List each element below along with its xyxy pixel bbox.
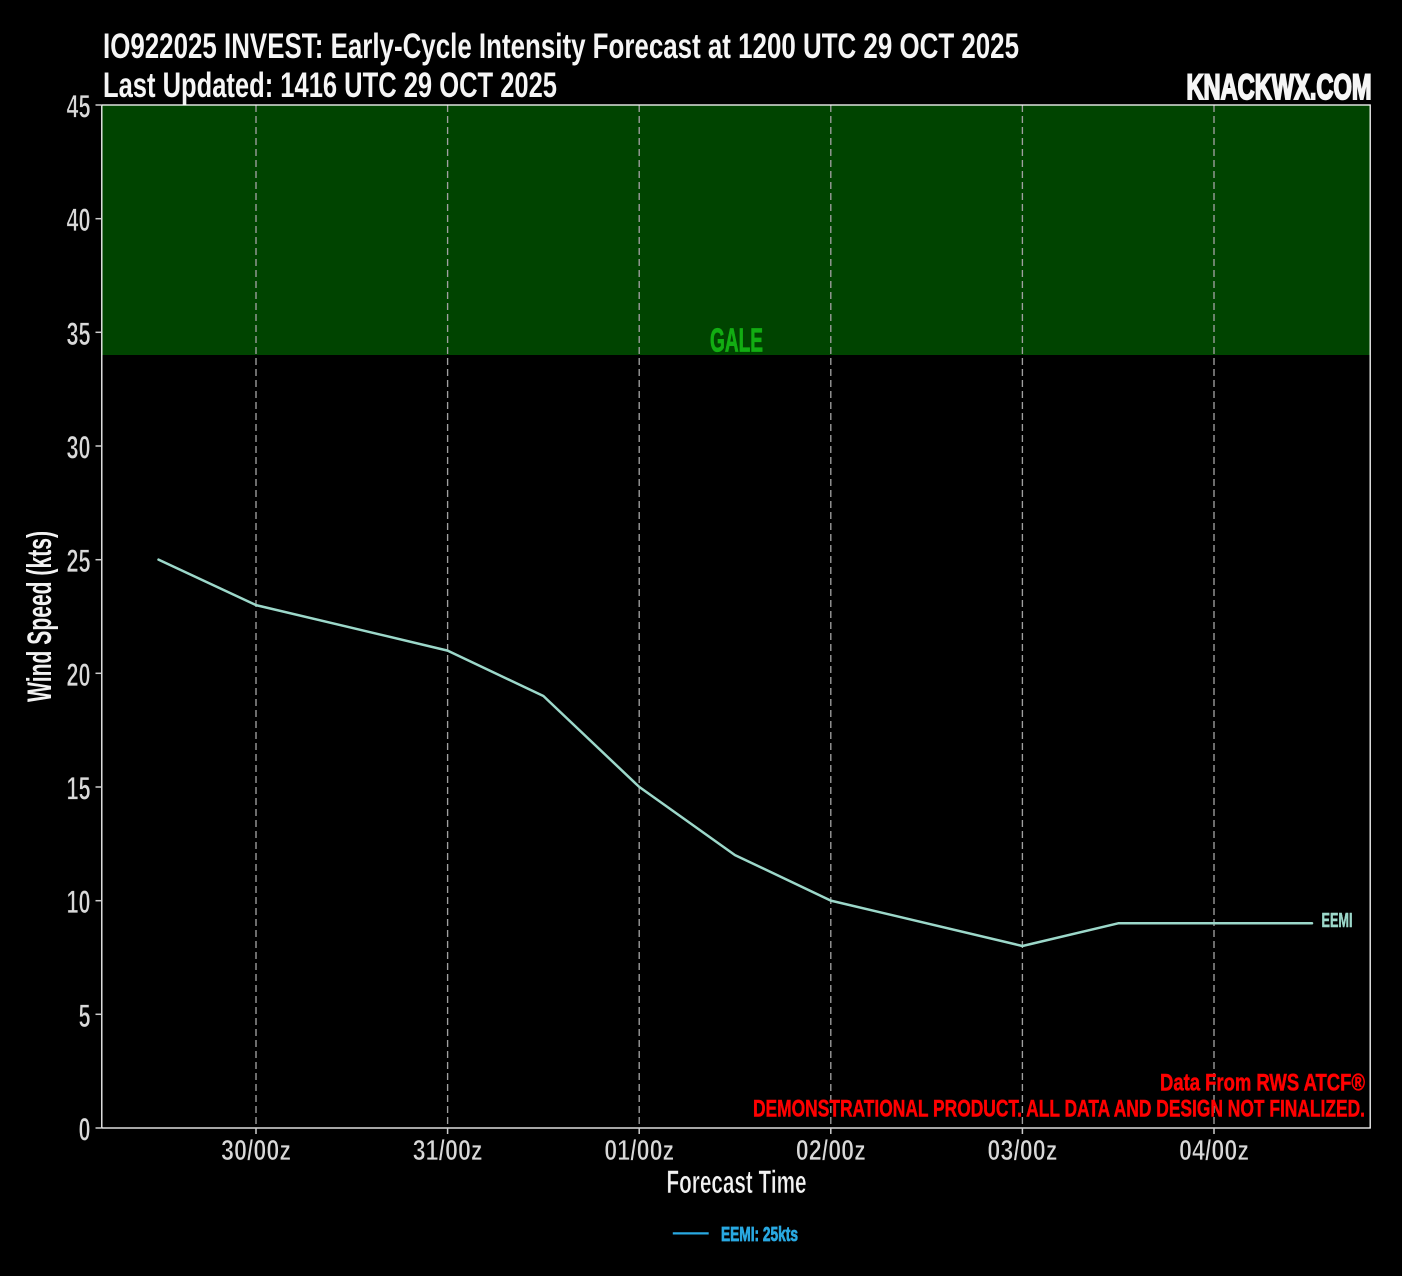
svg-text:DEMONSTRATIONAL PRODUCT. ALL D: DEMONSTRATIONAL PRODUCT. ALL DATA AND DE… xyxy=(753,1096,1365,1123)
svg-text:01/00z: 01/00z xyxy=(604,1135,674,1167)
svg-text:IO922025 INVEST: Early-Cycle I: IO922025 INVEST: Early-Cycle Intensity F… xyxy=(103,26,1019,66)
svg-text:Forecast Time: Forecast Time xyxy=(667,1164,807,1200)
svg-text:40: 40 xyxy=(67,202,91,238)
svg-text:EEMI: EEMI xyxy=(1322,910,1353,932)
svg-text:0: 0 xyxy=(79,1112,91,1148)
svg-text:Data From RWS ATCF®: Data From RWS ATCF® xyxy=(1160,1070,1365,1097)
svg-text:20: 20 xyxy=(67,657,91,693)
svg-text:KNACKWX.COM: KNACKWX.COM xyxy=(1187,67,1372,107)
svg-text:30/00z: 30/00z xyxy=(221,1135,291,1167)
svg-text:Last Updated: 1416 UTC 29 OCT: Last Updated: 1416 UTC 29 OCT 2025 xyxy=(103,65,557,105)
svg-text:03/00z: 03/00z xyxy=(987,1135,1057,1167)
svg-text:35: 35 xyxy=(67,316,91,352)
svg-text:45: 45 xyxy=(67,89,91,125)
svg-text:30: 30 xyxy=(67,430,91,466)
svg-text:02/00z: 02/00z xyxy=(796,1135,866,1167)
svg-text:04/00z: 04/00z xyxy=(1179,1135,1249,1167)
svg-text:5: 5 xyxy=(79,998,91,1034)
svg-text:10: 10 xyxy=(67,884,91,920)
svg-text:Wind Speed (kts): Wind Speed (kts) xyxy=(21,531,59,702)
svg-text:GALE: GALE xyxy=(710,322,763,359)
svg-text:25: 25 xyxy=(67,543,91,579)
svg-text:EEMI: 25kts: EEMI: 25kts xyxy=(721,1223,798,1246)
svg-text:31/00z: 31/00z xyxy=(413,1135,483,1167)
svg-text:15: 15 xyxy=(67,771,91,807)
